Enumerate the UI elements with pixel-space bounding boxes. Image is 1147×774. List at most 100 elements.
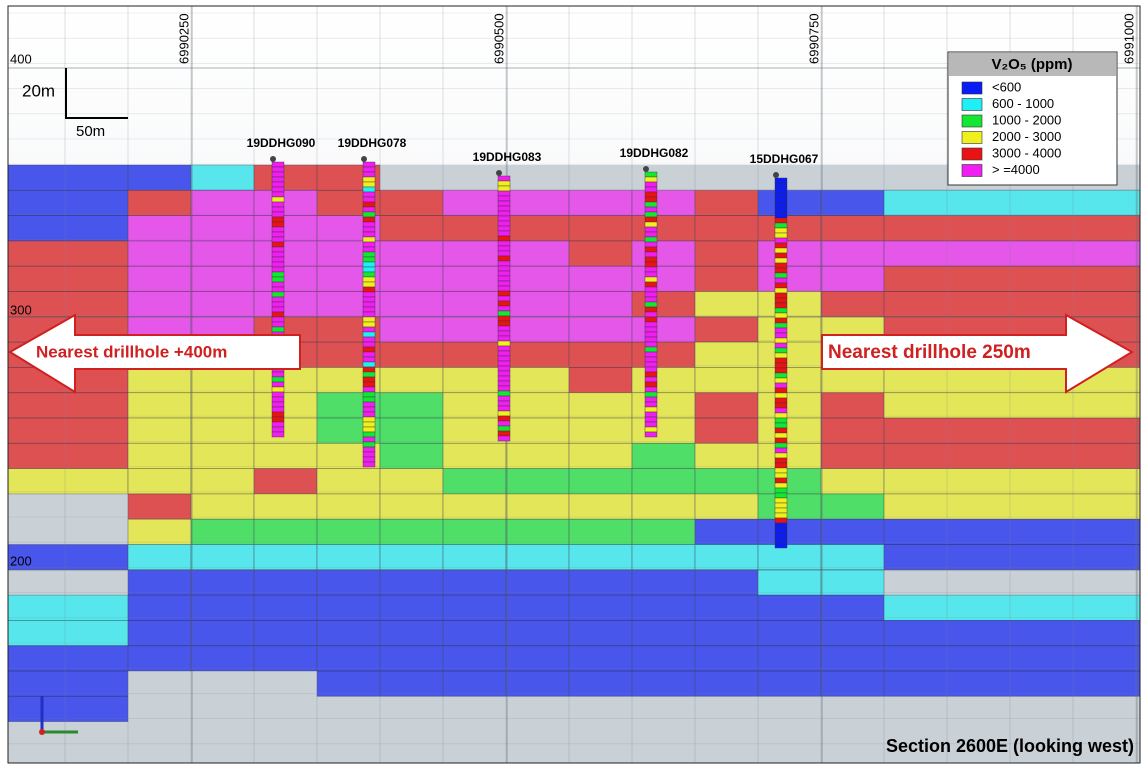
block bbox=[694, 215, 759, 242]
northing-label: 6990500 bbox=[491, 13, 506, 64]
drillhole-interval bbox=[362, 441, 376, 448]
block bbox=[127, 392, 192, 419]
block bbox=[757, 645, 822, 672]
drillhole-interval bbox=[774, 332, 788, 339]
block bbox=[253, 442, 318, 469]
drillhole-interval bbox=[271, 406, 285, 413]
drillhole-interval bbox=[271, 246, 285, 253]
block bbox=[757, 240, 822, 267]
drillhole-interval bbox=[271, 291, 285, 298]
block bbox=[883, 620, 1141, 647]
block bbox=[568, 392, 633, 419]
block bbox=[253, 215, 318, 242]
drillhole-interval bbox=[644, 341, 658, 348]
block bbox=[316, 468, 381, 495]
drillhole-interval bbox=[774, 462, 788, 469]
drillhole-interval bbox=[271, 206, 285, 213]
drillhole-interval bbox=[271, 256, 285, 263]
block bbox=[568, 442, 633, 469]
drillhole-interval bbox=[774, 347, 788, 354]
block bbox=[127, 544, 192, 571]
drillhole-interval bbox=[362, 206, 376, 213]
drillhole-interval bbox=[271, 211, 285, 218]
block bbox=[568, 417, 633, 444]
block bbox=[820, 189, 885, 217]
drillhole-interval bbox=[774, 207, 788, 214]
block bbox=[505, 468, 570, 495]
block bbox=[7, 240, 129, 267]
collar bbox=[361, 156, 367, 162]
drillhole-interval bbox=[362, 171, 376, 178]
drillhole-interval bbox=[774, 502, 788, 509]
block bbox=[820, 468, 885, 495]
collar bbox=[496, 170, 502, 176]
drillhole-interval bbox=[271, 176, 285, 183]
drillhole-interval bbox=[497, 185, 511, 192]
block bbox=[253, 265, 318, 292]
block bbox=[631, 265, 696, 292]
block bbox=[379, 442, 444, 469]
drillhole-interval bbox=[644, 251, 658, 258]
drillhole-interval bbox=[497, 200, 511, 207]
drillhole-interval bbox=[774, 202, 788, 209]
block bbox=[568, 291, 633, 318]
block bbox=[442, 366, 507, 394]
drillhole-interval bbox=[362, 221, 376, 228]
drillhole-interval bbox=[362, 436, 376, 443]
drillhole-interval bbox=[362, 266, 376, 273]
drillhole-interval bbox=[362, 416, 376, 423]
block bbox=[127, 518, 192, 545]
block bbox=[7, 291, 129, 318]
block bbox=[820, 366, 885, 394]
block bbox=[820, 240, 885, 267]
drillhole-interval bbox=[497, 340, 511, 347]
drillhole-interval bbox=[497, 175, 511, 182]
block bbox=[442, 620, 507, 647]
block bbox=[568, 215, 633, 242]
drillhole-interval bbox=[497, 235, 511, 242]
block bbox=[757, 392, 822, 419]
drillhole-interval bbox=[362, 451, 376, 458]
drillhole-interval bbox=[644, 386, 658, 393]
drillhole-label: 19DDHG090 bbox=[247, 136, 316, 150]
block bbox=[127, 645, 192, 672]
drillhole-interval bbox=[774, 432, 788, 439]
block bbox=[820, 518, 885, 545]
block bbox=[568, 569, 633, 596]
block bbox=[7, 164, 129, 191]
block bbox=[379, 316, 444, 343]
drillhole-interval bbox=[774, 412, 788, 419]
drillhole-interval bbox=[774, 287, 788, 294]
drillhole-interval bbox=[774, 262, 788, 269]
drillhole-interval bbox=[497, 350, 511, 357]
drillhole-interval bbox=[644, 431, 658, 438]
elevation-label: 300 bbox=[10, 302, 32, 317]
block bbox=[442, 670, 507, 697]
drillhole-interval bbox=[362, 246, 376, 253]
drillhole-interval bbox=[644, 296, 658, 303]
drillhole-interval bbox=[774, 307, 788, 314]
block bbox=[694, 265, 759, 292]
drillhole-interval bbox=[497, 270, 511, 277]
drillhole-interval bbox=[497, 385, 511, 392]
drillhole-interval bbox=[774, 277, 788, 284]
drillhole-interval bbox=[774, 242, 788, 249]
drillhole-interval bbox=[497, 320, 511, 327]
block bbox=[505, 620, 570, 647]
drillhole-interval bbox=[497, 345, 511, 352]
block bbox=[820, 569, 885, 596]
drillhole-interval bbox=[362, 231, 376, 238]
drillhole-interval bbox=[362, 216, 376, 223]
block bbox=[442, 493, 507, 520]
block bbox=[505, 189, 570, 217]
block bbox=[379, 392, 444, 419]
block bbox=[568, 468, 633, 495]
drillhole-interval bbox=[774, 437, 788, 444]
block bbox=[7, 645, 129, 672]
drillhole-interval bbox=[271, 236, 285, 243]
block bbox=[757, 670, 822, 697]
block bbox=[883, 240, 1141, 267]
drillhole-interval bbox=[362, 316, 376, 323]
drillhole-interval bbox=[774, 487, 788, 494]
drillhole-interval bbox=[362, 361, 376, 368]
